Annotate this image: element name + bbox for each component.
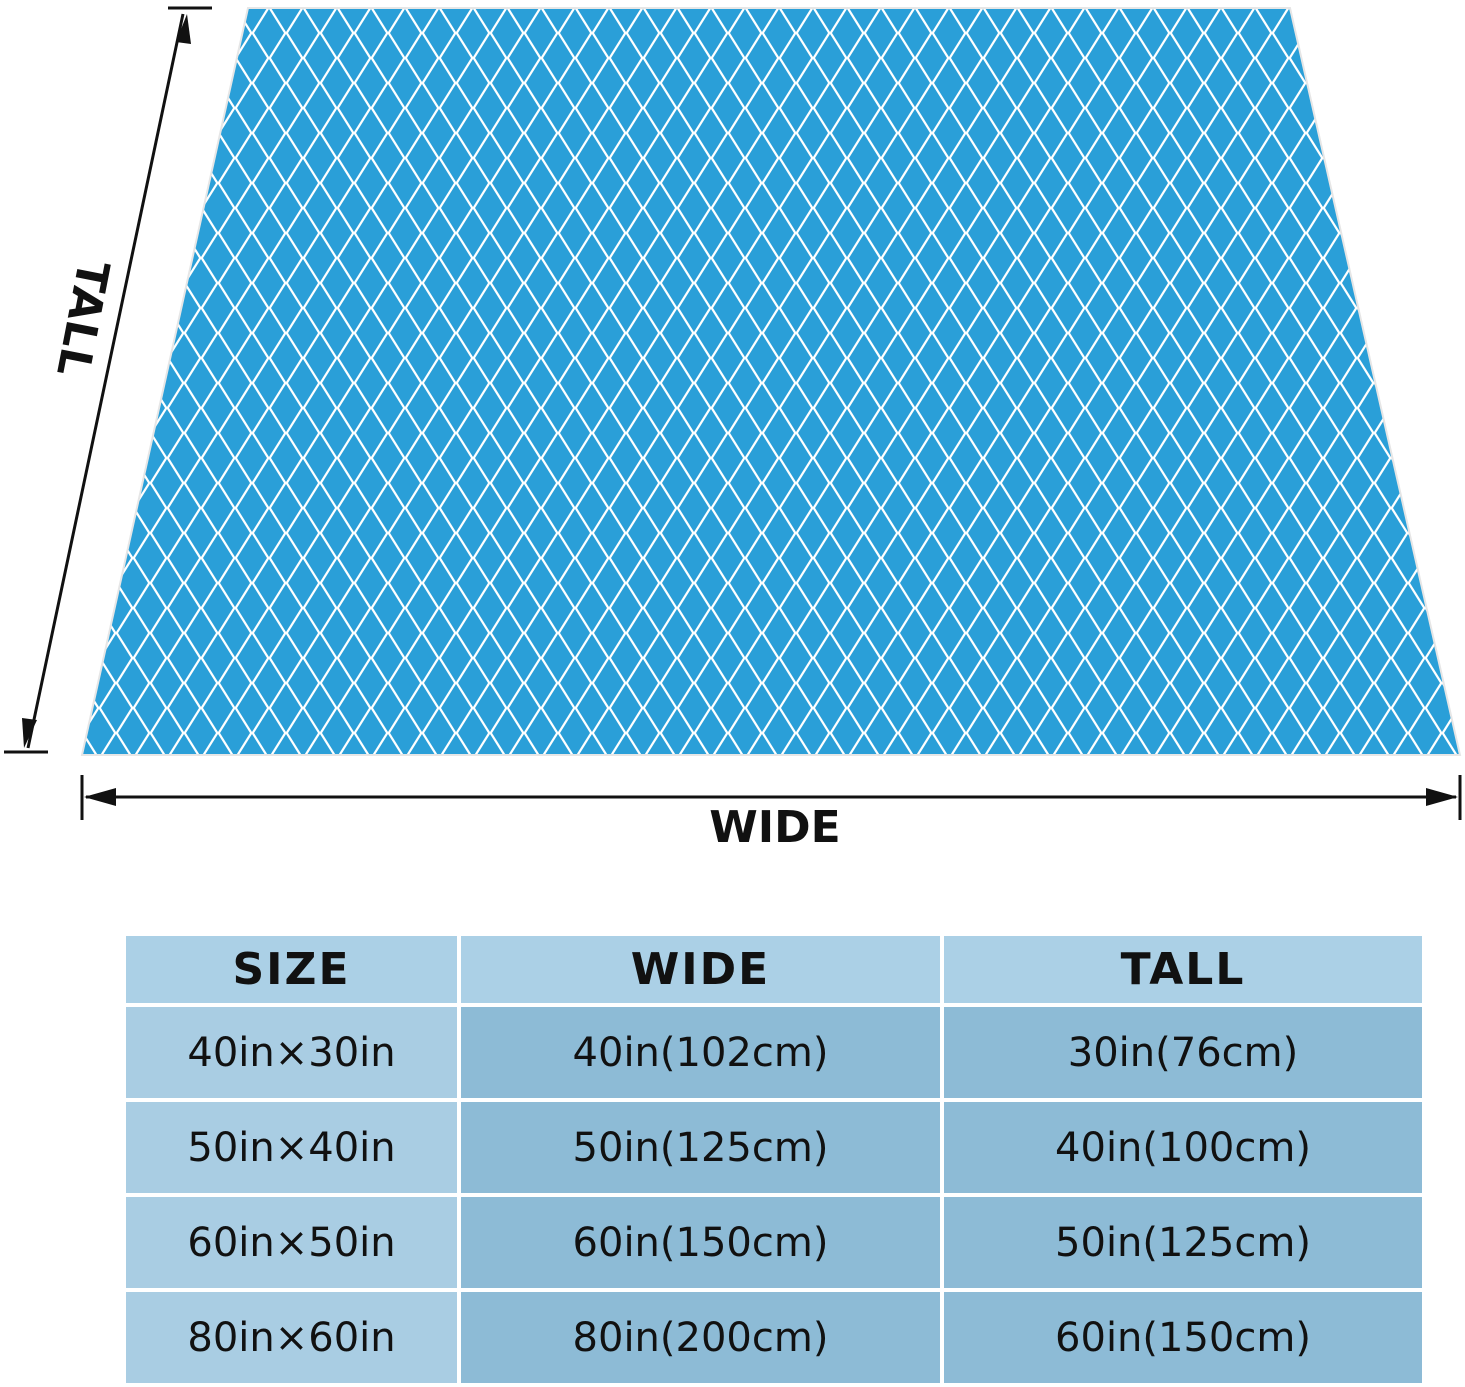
wide-arrow: [80, 775, 1462, 820]
table-cell: 50in(125cm): [457, 1098, 944, 1197]
tall-arrow: [4, 6, 212, 754]
table-row: 50in×40in 50in(125cm) 40in(100cm): [122, 1098, 1426, 1197]
table-row: 60in×50in 60in(150cm) 50in(125cm): [122, 1193, 1426, 1292]
tall-label: TALL: [46, 256, 118, 380]
header-row: SIZE WIDE TALL: [122, 932, 1426, 1007]
blanket-diagram: TALL WIDE: [4, 6, 1462, 853]
table-cell: 30in(76cm): [940, 1003, 1426, 1102]
table-cell: 50in(125cm): [940, 1193, 1426, 1292]
table-cell: 50in×40in: [122, 1098, 461, 1197]
table-cell: 60in(150cm): [940, 1288, 1426, 1387]
header-cell: TALL: [940, 932, 1426, 1007]
header-cell: WIDE: [457, 932, 944, 1007]
table-row: 80in×60in 80in(200cm) 60in(150cm): [122, 1288, 1426, 1387]
header-cell: SIZE: [122, 932, 461, 1007]
table-cell: 40in(100cm): [940, 1098, 1426, 1197]
table-cell: 80in(200cm): [457, 1288, 944, 1387]
size-table: SIZE WIDE TALL 40in×30in 40in(102cm) 30in(76…: [122, 932, 1426, 1387]
table-cell: 80in×60in: [122, 1288, 461, 1387]
blanket: [80, 7, 1462, 756]
table-body: 40in×30in 40in(102cm) 30in(76cm) 50in×40in 5…: [122, 1003, 1426, 1387]
table-cell: 40in(102cm): [457, 1003, 944, 1102]
table-row: 40in×30in 40in(102cm) 30in(76cm): [122, 1003, 1426, 1102]
table-cell: 40in×30in: [122, 1003, 461, 1102]
table-cell: 60in×50in: [122, 1193, 461, 1292]
wide-label: WIDE: [709, 802, 840, 853]
table-cell: 60in(150cm): [457, 1193, 944, 1292]
